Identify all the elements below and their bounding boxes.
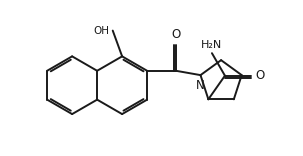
Text: H₂N: H₂N xyxy=(201,40,223,50)
Text: O: O xyxy=(171,28,181,41)
Text: N: N xyxy=(196,79,205,92)
Text: O: O xyxy=(255,69,264,82)
Text: OH: OH xyxy=(94,26,110,36)
